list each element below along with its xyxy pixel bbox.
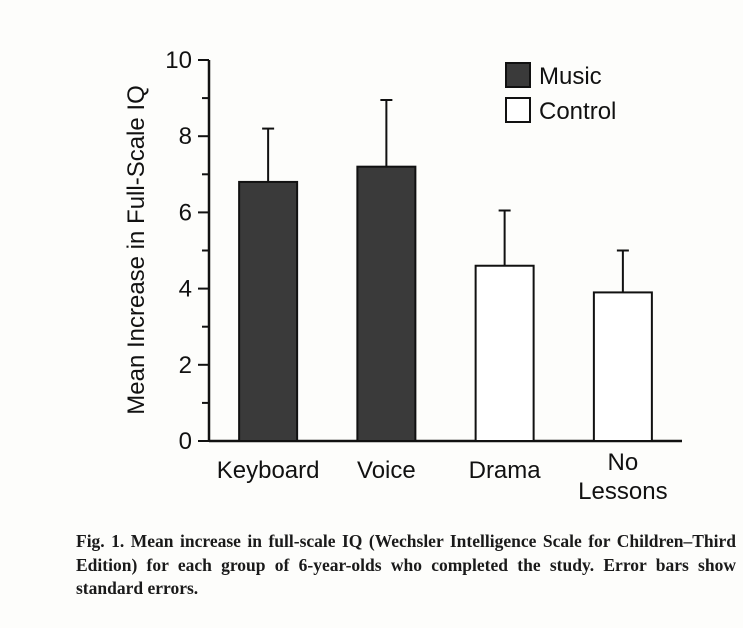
bars [238,165,653,442]
legend-label: Music [539,63,602,90]
bar [238,180,299,442]
y-tick-label: 10 [165,47,192,74]
bar [592,291,653,442]
error-bars [262,99,629,293]
bar-chart: 0 2 4 6 8 10 Keyboard Voice Drama No Lessons Musi… [123,47,682,505]
caption-text: Mean increase in full-scale IQ (Wechsler… [76,531,737,598]
y-tick-label: 6 [179,199,192,226]
figure-caption: Fig. 1. Mean increase in full-scale IQ (… [76,530,736,601]
bar [356,165,417,442]
x-category-label: No Lessons [578,449,667,505]
y-tick-label: 0 [179,428,192,455]
x-category-label: Keyboard [217,457,320,484]
y-tick-label: 4 [179,276,192,303]
y-ticks: 0 2 4 6 8 10 [165,47,209,455]
legend-swatch [505,62,531,88]
x-category-label: Drama [469,457,542,484]
y-axis-label: Mean Increase in Full-Scale IQ [123,85,150,414]
x-category-label-line: Lessons [578,478,667,505]
legend-label: Control [539,98,616,125]
legend: Music Control [505,62,616,125]
bar [474,264,535,442]
x-category-label-line: No [608,449,639,476]
x-category-label: Voice [357,457,416,484]
y-tick-label: 2 [179,352,192,379]
x-category-labels: Keyboard Voice Drama No Lessons [217,449,668,505]
caption-label: Fig. 1. [76,531,125,551]
y-tick-label: 8 [179,123,192,150]
legend-swatch [505,97,531,123]
